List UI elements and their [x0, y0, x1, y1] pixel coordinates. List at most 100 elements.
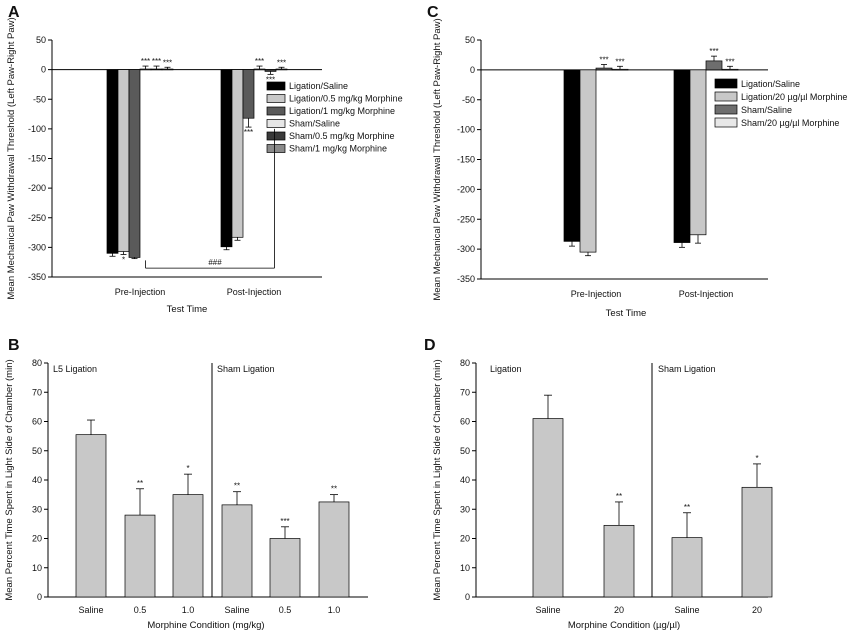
panel-c-bar — [595, 67, 613, 71]
panel-a-y-tick-label: -150 — [28, 154, 46, 164]
panel-c-y-tick-label: 50 — [465, 35, 475, 45]
panel-a-bar — [161, 68, 174, 71]
panel-a-bar — [220, 69, 233, 248]
panel-a-bar — [275, 68, 288, 71]
panel-a-sig-label: *** — [163, 58, 172, 67]
panel-d-y-tick-label: 20 — [460, 534, 470, 544]
panel-c-x-axis-title: Test Time — [606, 308, 647, 319]
panel-d-category-label: Saline — [674, 605, 699, 615]
panel-d-label: D — [424, 337, 436, 354]
panel-d-bar — [671, 537, 703, 598]
panel-c-sig-label: *** — [725, 57, 734, 66]
panel-a-sig-label: * — [122, 255, 125, 264]
panel-d-sig-label: * — [755, 454, 758, 463]
panel-c-sig-label: *** — [599, 55, 608, 64]
panel-c-y-tick-label: 0 — [470, 65, 475, 75]
panel-d-sig-label: ** — [684, 503, 690, 512]
panel-d-y-tick-label: 60 — [460, 417, 470, 427]
panel-a-legend-label: Ligation/1 mg/kg Morphine — [289, 106, 395, 116]
panel-d-category-label: Saline — [535, 605, 560, 615]
panel-b-sig-label: ** — [331, 485, 337, 494]
panel-b-sig-label: ** — [234, 482, 240, 491]
panel-d-y-tick-label: 70 — [460, 387, 470, 397]
panel-b-bar — [172, 494, 204, 598]
panel-a-label: A — [8, 4, 20, 21]
panel-b-category-label: 0.5 — [134, 605, 147, 615]
panel-d-y-tick-label: 30 — [460, 504, 470, 514]
panel-d-group-label: Ligation — [490, 364, 522, 374]
panel-c-y-axis-title: Mean Mechanical Paw Withdrawal Threshold… — [432, 18, 443, 300]
panel-a-y-tick-label: -200 — [28, 183, 46, 193]
panel-b-y-axis-title: Mean Percent Time Spent in Light Side of… — [4, 359, 15, 600]
panel-c-bar — [705, 60, 723, 71]
panel-c-legend-swatch — [714, 91, 738, 102]
panel-b-category-label: Saline — [78, 605, 103, 615]
panel-d-sig-label: ** — [616, 492, 622, 501]
panel-c-bar — [579, 69, 597, 253]
panel-b-category-label: 1.0 — [328, 605, 341, 615]
panel-c-sig-label: *** — [615, 57, 624, 66]
panel-a-bar — [139, 68, 152, 71]
panel-c-y-tick-label: -150 — [457, 155, 475, 165]
panel-b-label: B — [8, 337, 20, 354]
panel-c-legend-label: Ligation/Saline — [741, 79, 800, 89]
panel-b-sig-label: * — [186, 464, 189, 473]
panel-d-y-tick-label: 40 — [460, 475, 470, 485]
panel-d-y-tick-label: 50 — [460, 446, 470, 456]
panel-a-x-axis-title: Test Time — [167, 304, 208, 315]
panel-b-bar — [221, 504, 253, 598]
panel-c-y-tick-label: -200 — [457, 184, 475, 194]
panel-d-category-label: 20 — [752, 605, 762, 615]
panel-c-label: C — [427, 4, 439, 21]
panel-a-category-label: Pre-Injection — [115, 287, 166, 297]
panel-a-legend-label: Sham/1 mg/kg Morphine — [289, 144, 387, 154]
panel-b-group-label: L5 Ligation — [53, 364, 97, 374]
panel-a-bracket-label: ### — [208, 258, 222, 267]
panel-a-bar — [128, 69, 141, 258]
panel-b-y-tick-label: 10 — [32, 563, 42, 573]
panel-d-x-axis-title: Morphine Condition (µg/µl) — [568, 620, 680, 631]
panel-a-y-tick-label: -300 — [28, 242, 46, 252]
panel-a-bar — [231, 69, 244, 238]
panel-c-bar — [721, 68, 739, 71]
panel-c-category-label: Pre-Injection — [571, 289, 622, 299]
panel-a-y-tick-label: -250 — [28, 213, 46, 223]
panel-a-y-tick-label: -100 — [28, 124, 46, 134]
panel-b-bar — [318, 501, 350, 598]
panel-a-y-tick-label: 0 — [41, 65, 46, 75]
panel-c-bar — [689, 69, 707, 236]
panel-b-bar — [75, 434, 107, 598]
panel-b-y-tick-label: 80 — [32, 358, 42, 368]
panel-c-legend-label: Ligation/20 µg/µl Morphine — [741, 92, 847, 102]
panel-b-category-label: 0.5 — [279, 605, 292, 615]
panel-d-y-tick-label: 80 — [460, 358, 470, 368]
panel-c-y-tick-label: -50 — [462, 95, 475, 105]
panel-a-y-axis-title: Mean Mechanical Paw Withdrawal Threshold… — [6, 17, 17, 299]
panel-b-sig-label: ** — [137, 479, 143, 488]
panel-c-category-label: Post-Injection — [679, 289, 734, 299]
panel-a-legend-swatch — [266, 131, 286, 141]
panel-c-y-tick-label: -300 — [457, 244, 475, 254]
panel-d-y-tick-label: 10 — [460, 563, 470, 573]
panel-c-y-tick-label: -100 — [457, 125, 475, 135]
panel-c-y-tick-label: -350 — [457, 274, 475, 284]
panel-a-y-tick-label: -350 — [28, 272, 46, 282]
panel-d-bar — [532, 418, 564, 598]
panel-b-bar — [269, 538, 301, 598]
panel-c-legend-swatch — [714, 78, 738, 89]
panel-a-legend-swatch — [266, 94, 286, 103]
panel-a-bar — [106, 69, 119, 254]
panel-a-sig-label: *** — [255, 57, 264, 66]
panel-b-y-tick-label: 20 — [32, 534, 42, 544]
panel-c-legend-swatch — [714, 117, 738, 128]
panel-b-x-axis-title: Morphine Condition (mg/kg) — [147, 620, 264, 631]
panel-a-bar — [253, 68, 266, 71]
panel-a-sig-label: *** — [277, 58, 286, 67]
panel-c-legend-swatch — [714, 104, 738, 115]
panel-b-y-tick-label: 0 — [37, 592, 42, 602]
panel-c-legend-label: Sham/20 µg/µl Morphine — [741, 118, 839, 128]
panel-b-category-label: Saline — [224, 605, 249, 615]
panel-c-bar — [563, 69, 581, 242]
panel-a-y-tick-label: 50 — [36, 35, 46, 45]
